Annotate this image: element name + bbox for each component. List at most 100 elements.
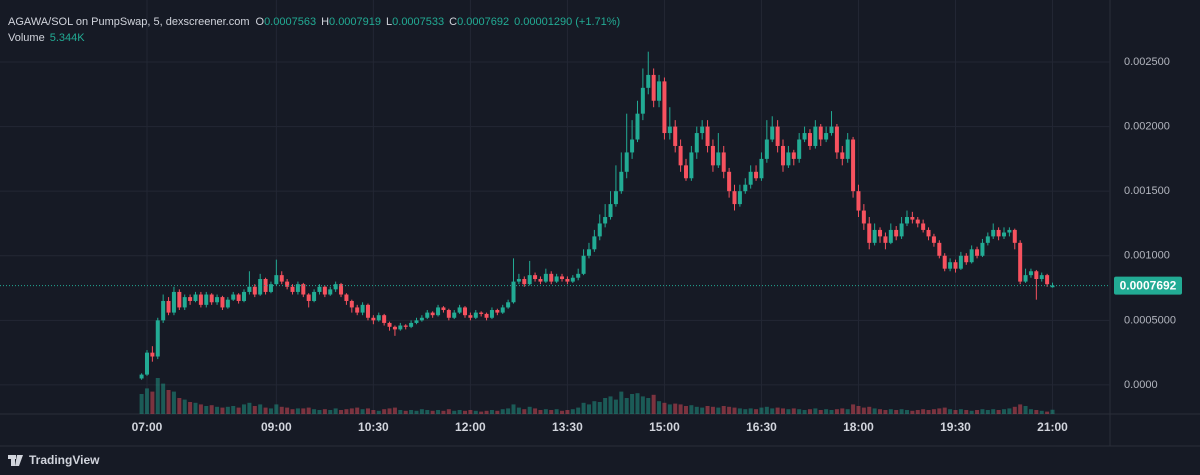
change-label: 0.00001290 (+1.71%) bbox=[514, 16, 620, 28]
candle-body bbox=[948, 262, 953, 269]
candle-body bbox=[721, 152, 726, 172]
volume-bar bbox=[1034, 410, 1039, 414]
candle-body bbox=[872, 229, 877, 243]
candle-body bbox=[770, 126, 775, 140]
volume-bar bbox=[980, 409, 985, 414]
candle-body bbox=[651, 74, 656, 101]
y-tick-label: 0.0005000 bbox=[1124, 314, 1176, 326]
y-tick-label: 0.0000 bbox=[1124, 379, 1158, 391]
candle-body bbox=[570, 277, 575, 282]
ohlc-label: O bbox=[256, 16, 265, 28]
volume-bar bbox=[624, 398, 629, 414]
candle-body bbox=[931, 236, 936, 243]
candle-body bbox=[608, 204, 613, 218]
candle-body bbox=[910, 217, 915, 220]
volume-bar bbox=[791, 408, 796, 414]
candle-body bbox=[603, 217, 608, 224]
volume-bar bbox=[279, 406, 284, 414]
volume-bar bbox=[231, 406, 236, 414]
volume-bar bbox=[360, 409, 365, 414]
volume-bar bbox=[748, 408, 753, 414]
volume-bar bbox=[403, 410, 408, 414]
volume-bar bbox=[640, 396, 645, 414]
volume-bar bbox=[263, 407, 268, 414]
volume-bar bbox=[446, 409, 451, 414]
candle-body bbox=[365, 304, 370, 318]
volume-bar bbox=[511, 404, 516, 414]
volume-bar bbox=[834, 409, 839, 414]
candle-body bbox=[694, 133, 699, 153]
candle-body bbox=[597, 223, 602, 237]
volume-bar bbox=[355, 407, 360, 414]
candle-body bbox=[322, 286, 327, 295]
volume-bar bbox=[392, 407, 397, 414]
ohlc-label: C bbox=[449, 16, 457, 28]
candle-body bbox=[813, 126, 818, 146]
volume-bar bbox=[1045, 411, 1050, 414]
volume-bar bbox=[786, 409, 791, 414]
volume-bar bbox=[899, 409, 904, 414]
candle-body bbox=[710, 145, 715, 166]
candle-body bbox=[797, 139, 802, 159]
volume-bar bbox=[630, 394, 635, 414]
volume-bar bbox=[457, 410, 462, 414]
candle-body bbox=[139, 374, 144, 379]
candle-body bbox=[446, 310, 451, 318]
volume-bar bbox=[333, 408, 338, 414]
candle-body bbox=[921, 223, 926, 230]
volume-header: Volume 5.344K bbox=[8, 32, 85, 44]
candle-body bbox=[339, 284, 344, 295]
candle-body bbox=[522, 279, 527, 285]
volume-bar bbox=[581, 402, 586, 414]
x-tick-label: 09:00 bbox=[261, 420, 292, 434]
volume-bar bbox=[878, 409, 883, 414]
candle-body bbox=[398, 325, 403, 330]
candle-body bbox=[759, 158, 764, 179]
volume-bar bbox=[824, 409, 829, 414]
candle-body bbox=[209, 294, 214, 303]
volume-bar bbox=[527, 406, 532, 414]
candle-body bbox=[657, 81, 662, 101]
candle-body bbox=[355, 307, 360, 313]
volume-bar bbox=[732, 407, 737, 414]
volume-bar bbox=[1018, 404, 1023, 414]
candle-body bbox=[840, 152, 845, 159]
candle-body bbox=[312, 291, 317, 301]
candle-body bbox=[824, 133, 829, 140]
volume-bar bbox=[840, 408, 845, 414]
volume-bar bbox=[667, 404, 672, 414]
volume-bar bbox=[851, 404, 856, 414]
ohlc-label: H bbox=[321, 16, 329, 28]
y-tick-label: 0.001500 bbox=[1124, 185, 1170, 197]
candle-body bbox=[538, 279, 543, 282]
candle-body bbox=[155, 320, 160, 357]
volume-bar bbox=[295, 408, 300, 414]
candle-body bbox=[1050, 285, 1055, 288]
candle-body bbox=[344, 294, 349, 301]
volume-bar bbox=[484, 410, 489, 414]
volume-bar bbox=[328, 410, 333, 414]
candle-body bbox=[468, 315, 473, 318]
candle-body bbox=[242, 291, 247, 301]
volume-bar bbox=[301, 408, 306, 414]
candle-body bbox=[899, 223, 904, 237]
candle-body bbox=[414, 320, 419, 323]
candle-body bbox=[193, 294, 198, 301]
volume-bar bbox=[317, 410, 322, 414]
candle-body bbox=[586, 249, 591, 256]
candle-body bbox=[834, 126, 839, 153]
volume-bar bbox=[807, 409, 812, 414]
candle-body bbox=[279, 275, 284, 282]
volume-bar bbox=[150, 391, 155, 414]
candle-body bbox=[624, 152, 629, 172]
candle-body bbox=[1012, 229, 1017, 243]
candle-body bbox=[640, 87, 645, 114]
candle-body bbox=[457, 307, 462, 313]
volume-bar bbox=[802, 410, 807, 414]
candle-body bbox=[500, 307, 505, 313]
candle-body bbox=[333, 284, 338, 290]
volume-bar bbox=[495, 410, 500, 414]
volume-bar bbox=[683, 406, 688, 414]
candle-body bbox=[802, 133, 807, 140]
candle-body bbox=[748, 171, 753, 185]
